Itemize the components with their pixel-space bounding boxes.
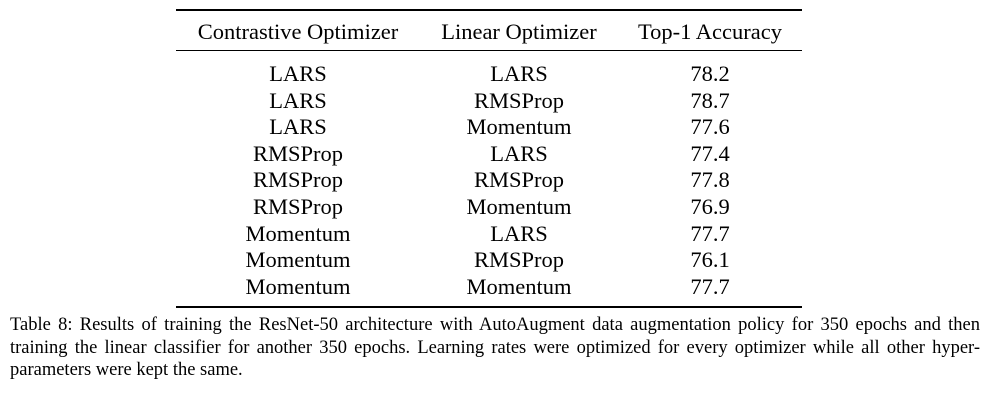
linear-optimizer-cell: RMSProp (473, 247, 565, 273)
accuracy-cell: 76.9 (690, 193, 730, 219)
linear-optimizer-cell: Momentum (466, 193, 572, 219)
linear-optimizer-cell: LARS (490, 61, 548, 86)
table-row: RMSProp Momentum 76.9 (176, 194, 802, 221)
contrastive-optimizer-cell: RMSProp (252, 193, 344, 219)
column-header-contrastive-optimizer: Contrastive Optimizer (197, 19, 399, 44)
accuracy-cell: 78.2 (690, 61, 730, 86)
contrastive-optimizer-cell: RMSProp (252, 167, 344, 193)
contrastive-optimizer-cell: LARS (269, 114, 327, 140)
accuracy-cell: 77.7 (690, 273, 730, 299)
table-row: RMSProp LARS 77.4 (176, 141, 802, 168)
table-row: Momentum RMSProp 76.1 (176, 247, 802, 274)
table-header-row: Contrastive Optimizer Linear Optimizer T… (176, 10, 802, 51)
results-table-container: Contrastive Optimizer Linear Optimizer T… (176, 9, 802, 308)
linear-optimizer-cell: Momentum (466, 273, 572, 299)
accuracy-cell: 77.7 (690, 220, 730, 246)
accuracy-cell: 77.8 (690, 167, 730, 193)
contrastive-optimizer-cell: Momentum (245, 220, 351, 246)
results-table: Contrastive Optimizer Linear Optimizer T… (176, 9, 802, 308)
linear-optimizer-cell: LARS (490, 140, 548, 166)
table-row: LARS Momentum 77.6 (176, 114, 802, 141)
accuracy-cell: 77.4 (690, 140, 730, 166)
linear-optimizer-cell: RMSProp (473, 167, 565, 193)
column-header-linear-optimizer: Linear Optimizer (441, 19, 597, 44)
contrastive-optimizer-cell: LARS (269, 87, 327, 113)
linear-optimizer-cell: Momentum (466, 114, 572, 140)
accuracy-cell: 78.7 (690, 87, 730, 113)
linear-optimizer-cell: LARS (490, 220, 548, 246)
table-row: RMSProp RMSProp 77.8 (176, 167, 802, 194)
accuracy-cell: 76.1 (690, 247, 730, 273)
linear-optimizer-cell: RMSProp (473, 87, 565, 113)
accuracy-cell: 77.6 (690, 114, 730, 140)
column-header-top1-accuracy: Top-1 Accuracy (638, 19, 782, 44)
table-row: Momentum Momentum 77.7 (176, 274, 802, 308)
contrastive-optimizer-cell: Momentum (245, 273, 351, 299)
table-row: LARS RMSProp 78.7 (176, 88, 802, 115)
contrastive-optimizer-cell: LARS (269, 61, 327, 86)
table-caption: Table 8: Results of training the ResNet-… (10, 315, 980, 380)
contrastive-optimizer-cell: RMSProp (252, 140, 344, 166)
contrastive-optimizer-cell: Momentum (245, 247, 351, 273)
table-row: LARS LARS 78.2 (176, 51, 802, 88)
table-row: Momentum LARS 77.7 (176, 221, 802, 248)
